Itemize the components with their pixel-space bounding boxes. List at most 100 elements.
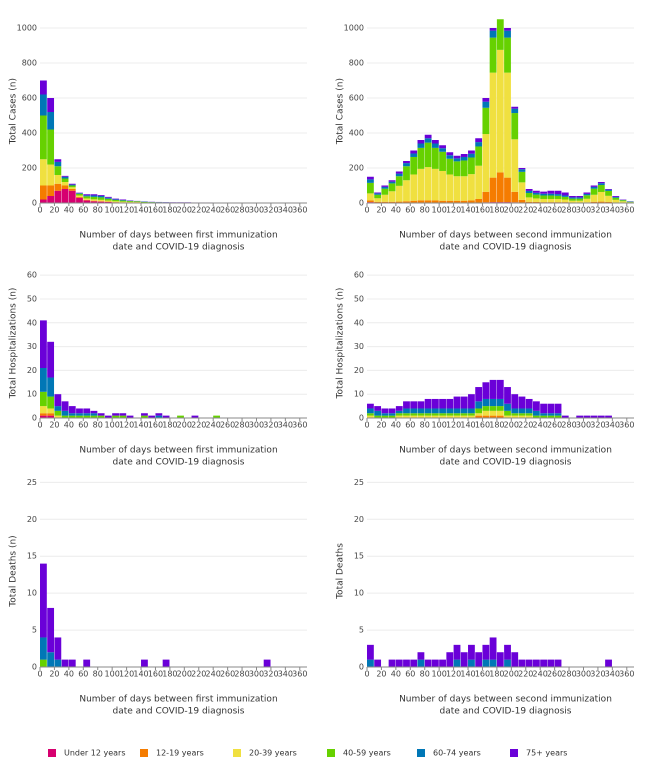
bar-segment (569, 196, 576, 198)
x-tick-label: 360 (292, 670, 307, 679)
bar-segment (489, 415, 497, 418)
bar-segment (395, 173, 403, 177)
bar-segment (612, 196, 620, 197)
bar-segment (47, 377, 55, 397)
bar-segment (453, 200, 461, 203)
bar-segment (410, 153, 418, 157)
y-tick-label: 30 (354, 342, 364, 351)
y-tick-label: 30 (27, 342, 37, 351)
x-tick-label: 300 (249, 206, 264, 215)
bar-segment (40, 80, 47, 95)
y-tick-label: 60 (354, 271, 364, 280)
x-tick-label: 160 (148, 421, 163, 430)
bar-segment (511, 108, 519, 114)
bar-segment (431, 147, 439, 169)
legend-label: 60-74 years (433, 749, 481, 758)
y-tick-label: 20 (354, 366, 364, 375)
bar-segment (540, 403, 548, 414)
y-tick-label: 0 (359, 663, 364, 672)
bar-segment (424, 138, 432, 143)
bar-segment (554, 415, 562, 418)
x-tick-label: 240 (206, 206, 221, 215)
bar-segment (540, 193, 548, 196)
bar-segment (40, 368, 47, 392)
bar-segment (612, 197, 620, 200)
bar-segment (475, 415, 483, 418)
bar-segment (155, 413, 163, 416)
bar-segment (410, 200, 418, 203)
bar-segment (605, 189, 612, 191)
x-tick-label: 280 (561, 421, 576, 430)
y-tick-label: 60 (27, 271, 37, 280)
bar-segment (374, 193, 382, 195)
bars (367, 379, 612, 418)
bar-segment (554, 190, 562, 195)
x-tick-label: 300 (576, 421, 591, 430)
y-tick-label: 800 (22, 59, 37, 68)
x-tick-label: 280 (561, 206, 576, 215)
bar-segment (40, 637, 47, 660)
bar-segment (554, 194, 562, 196)
legend-swatch (417, 749, 425, 757)
bar-segment (367, 413, 374, 416)
bar-segment (511, 413, 519, 416)
bar-segment (90, 196, 98, 200)
bar-segment (61, 415, 69, 418)
bar-segment (532, 401, 540, 411)
bar-segment (511, 408, 519, 414)
bar-segment (83, 199, 91, 201)
bar-segment (141, 659, 148, 667)
bar-segment (583, 198, 591, 203)
bar-segment (496, 172, 504, 203)
bar-segment (468, 174, 475, 201)
bar-segment (468, 659, 475, 667)
bar-segment (47, 415, 55, 418)
bar-segment (605, 201, 612, 203)
bar-segment (381, 186, 389, 189)
bar-segment (97, 199, 105, 202)
bar-segment (403, 659, 410, 667)
bar-segment (40, 199, 47, 203)
bar-segment (504, 28, 511, 31)
x-axis-label: date and COVID-19 diagnosis (113, 243, 245, 253)
bar-segment (40, 406, 47, 414)
bar-segment (83, 408, 91, 414)
bar-segment (605, 659, 612, 667)
bar-segment (547, 202, 555, 203)
bar-segment (367, 193, 374, 201)
bar-segment (61, 185, 69, 189)
bar-segment (417, 200, 425, 203)
y-axis-label: Total Deaths (n) (9, 535, 19, 607)
x-tick-label: 0 (364, 421, 369, 430)
bar-segment (388, 181, 396, 184)
bar-segment (468, 408, 475, 414)
bar-segment (381, 408, 389, 414)
bar-segment (446, 152, 454, 156)
bar-segment (40, 415, 47, 418)
bar-segment (374, 415, 382, 418)
bar-segment (532, 190, 540, 193)
bar-segment (381, 185, 389, 187)
x-tick-label: 180 (489, 206, 504, 215)
x-tick-label: 20 (49, 421, 59, 430)
x-tick-label: 360 (619, 421, 634, 430)
bar-segment (417, 140, 425, 144)
bar-segment (417, 415, 425, 418)
bar-segment (40, 159, 47, 186)
bar-segment (68, 185, 76, 188)
x-tick-label: 320 (263, 206, 278, 215)
bar-segment (148, 415, 156, 418)
x-tick-label: 200 (177, 670, 192, 679)
bars (367, 19, 634, 203)
bar-segment (597, 183, 605, 185)
bar-segment (561, 195, 569, 197)
bar-segment (54, 166, 62, 175)
bar-segment (439, 200, 446, 203)
bar-segment (68, 187, 76, 189)
bar-segment (446, 398, 454, 409)
bar-segment (489, 637, 497, 660)
bar-segment (76, 196, 83, 198)
y-axis-label: Total Hospitalizations (n) (9, 288, 19, 400)
bar-segment (388, 191, 396, 202)
bar-segment (612, 199, 620, 203)
